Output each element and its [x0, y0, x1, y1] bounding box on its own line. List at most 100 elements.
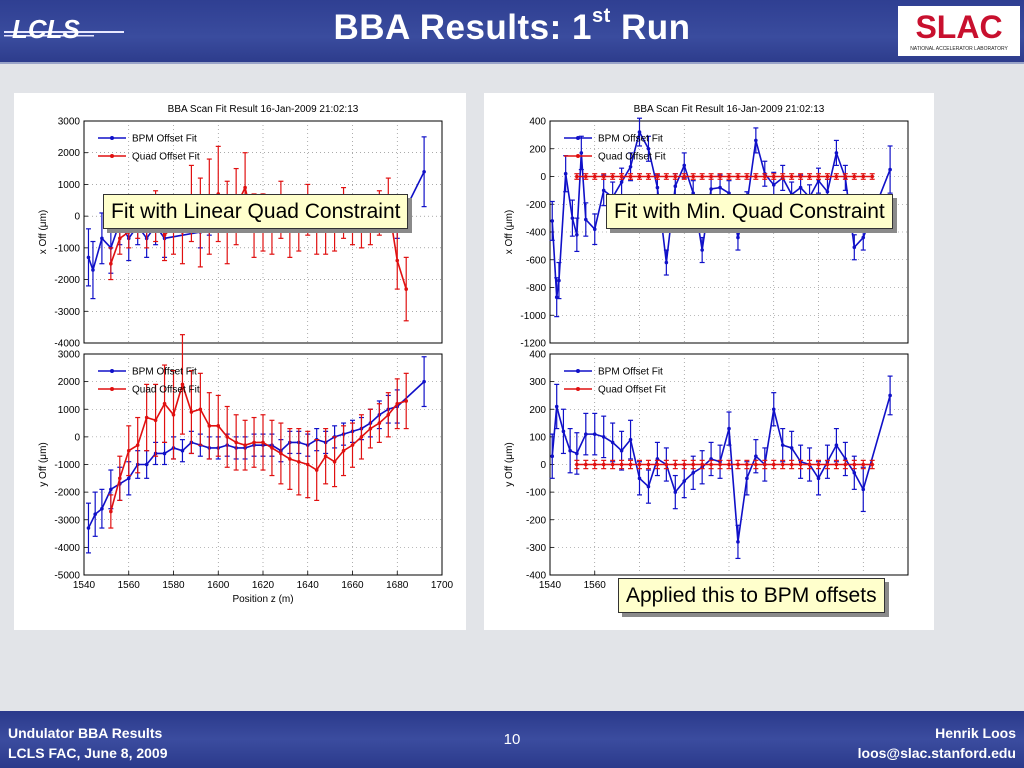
- y-tick-label: 2000: [58, 148, 81, 159]
- data-point: [180, 230, 185, 234]
- data-point: [861, 174, 866, 179]
- data-point: [628, 164, 633, 169]
- y-tick-label: 0: [74, 432, 80, 443]
- x-tick-label: 1540: [73, 580, 96, 591]
- data-point: [109, 261, 113, 266]
- data-point: [261, 440, 265, 445]
- y-axis-label: y Off (μm): [38, 442, 49, 486]
- data-point: [682, 462, 687, 467]
- y-tick-label: 400: [529, 350, 546, 361]
- data-point: [718, 462, 722, 467]
- data-point: [852, 470, 857, 475]
- data-point: [554, 404, 559, 409]
- data-point: [153, 418, 158, 423]
- y-tick-label: 3000: [58, 350, 81, 361]
- data-point: [700, 174, 704, 179]
- data-point: [664, 174, 669, 179]
- data-point: [610, 462, 615, 467]
- legend-marker: [110, 387, 114, 391]
- data-point: [610, 440, 615, 445]
- data-point: [359, 435, 364, 439]
- data-point: [673, 184, 678, 189]
- legend-label: BPM Offset Fit: [132, 134, 197, 145]
- data-point: [736, 235, 740, 240]
- legend-label: Quad Offset Fit: [132, 385, 200, 396]
- series-quad: [108, 334, 409, 529]
- data-point: [646, 484, 651, 489]
- data-point: [341, 448, 346, 453]
- data-point: [619, 448, 624, 453]
- data-point: [109, 509, 113, 514]
- legend-label: BPM Offset Fit: [598, 134, 663, 145]
- data-point: [763, 462, 767, 467]
- data-point: [422, 169, 426, 174]
- data-point: [395, 258, 400, 263]
- footer-author: Henrik Loos: [935, 725, 1016, 741]
- slide-title-main: BBA Results: 1: [333, 8, 592, 47]
- data-point: [637, 174, 642, 179]
- y-tick-label: 200: [529, 144, 546, 155]
- data-point: [798, 174, 803, 179]
- data-point: [189, 410, 194, 414]
- data-point: [852, 462, 857, 467]
- data-point: [288, 457, 292, 461]
- legend-marker: [576, 154, 580, 158]
- data-point: [135, 443, 140, 447]
- data-point: [843, 174, 848, 179]
- legend: BPM Offset Fit Quad Offset Fit: [98, 367, 200, 396]
- y-tick-label: -600: [526, 255, 546, 266]
- data-point: [93, 512, 97, 517]
- data-point: [91, 268, 95, 272]
- data-point: [718, 174, 722, 179]
- y-tick-label: -200: [526, 200, 546, 211]
- footer-talk-title: Undulator BBA Results: [8, 725, 163, 741]
- data-point: [682, 479, 687, 483]
- y-tick-label: -1000: [54, 460, 80, 471]
- y-tick-label: -4000: [54, 339, 80, 350]
- slide-header: LCLS BBA Results: 1st Run SLAC NATIONAL …: [0, 0, 1024, 64]
- data-point: [86, 526, 91, 530]
- data-point: [557, 278, 561, 283]
- y-axis-label: x Off (μm): [504, 210, 515, 254]
- data-point: [550, 454, 555, 459]
- data-point: [682, 174, 687, 179]
- data-point: [592, 174, 597, 179]
- legend: BPM Offset Fit Quad Offset Fit: [98, 134, 200, 163]
- y-tick-label: -3000: [54, 515, 80, 526]
- data-point: [807, 174, 812, 179]
- chart-right-x: 400 200 0 -200 -400 -600 -800 -1000 -1200 BBA Sca…: [504, 104, 909, 350]
- data-point: [592, 227, 597, 232]
- data-point: [664, 462, 669, 467]
- data-point: [861, 235, 866, 240]
- data-point: [252, 440, 256, 445]
- data-point: [207, 424, 212, 428]
- data-point: [888, 167, 892, 172]
- data-point: [655, 462, 660, 467]
- data-point: [745, 174, 749, 179]
- data-point: [852, 174, 857, 179]
- y-tick-label: -1000: [54, 243, 80, 254]
- y-tick-label: 200: [529, 405, 546, 416]
- callout-linear-quad-constraint: Fit with Linear Quad Constraint: [103, 194, 409, 229]
- data-point: [109, 487, 113, 492]
- data-point: [646, 462, 651, 467]
- legend: BPM Offset Fit Quad Offset Fit: [564, 367, 666, 396]
- slide-title: BBA Results: 1st Run: [0, 5, 1024, 48]
- y-tick-label: 0: [74, 212, 80, 223]
- data-point: [727, 462, 731, 467]
- x-tick-label: 1660: [341, 580, 364, 591]
- series-quad: [574, 173, 875, 180]
- data-point: [745, 462, 749, 467]
- data-point: [736, 174, 740, 179]
- data-point: [126, 230, 131, 234]
- chart-title: BBA Scan Fit Result 16-Jan-2009 21:02:13: [634, 104, 825, 115]
- data-point: [386, 412, 391, 417]
- data-point: [297, 459, 301, 464]
- data-point: [727, 174, 731, 179]
- data-point: [637, 130, 642, 134]
- y-tick-label: 100: [529, 432, 546, 443]
- slac-logo-subtext: NATIONAL ACCELERATOR LABORATORY: [910, 46, 1008, 52]
- data-point: [691, 462, 695, 467]
- data-point: [180, 382, 185, 387]
- data-point: [646, 174, 651, 179]
